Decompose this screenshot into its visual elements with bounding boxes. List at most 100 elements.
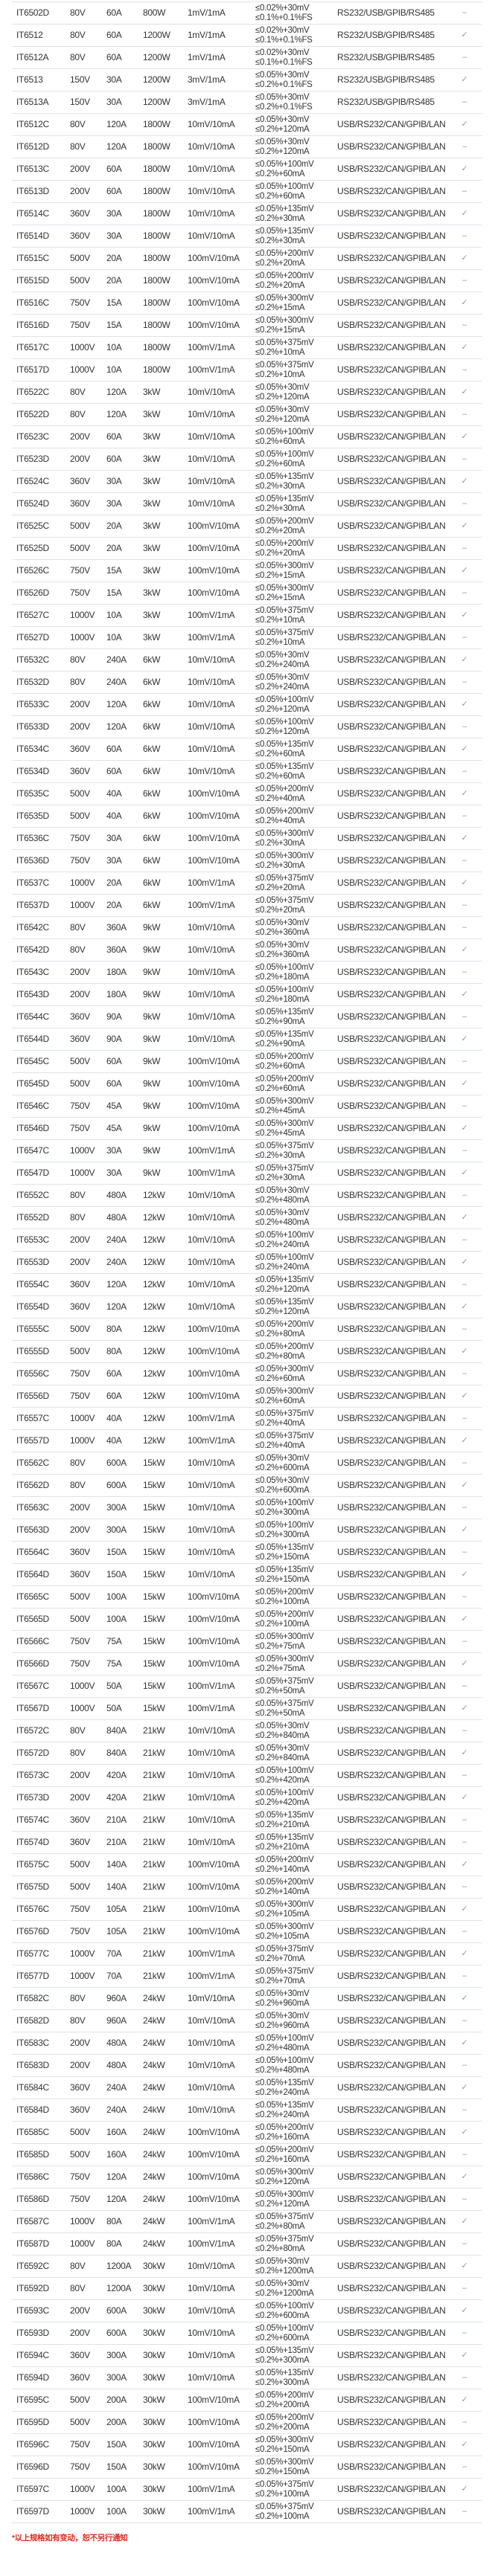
current-accuracy: ≤0.2%+840mA: [255, 1754, 310, 1762]
current-cell: 60A: [106, 1368, 122, 1379]
voltage-accuracy: ≤0.05%+375mV: [255, 1677, 314, 1686]
model-cell: IT6553C: [16, 1234, 49, 1245]
voltage-accuracy: ≤0.05%+30mV: [255, 1476, 310, 1485]
check-icon: ✓: [461, 521, 468, 530]
dash-icon: –: [462, 2373, 467, 2382]
voltage-accuracy: ≤0.05%+200mV: [255, 2145, 314, 2154]
current-cell: 90A: [106, 1011, 122, 1022]
model-cell: IT6552D: [16, 1212, 49, 1223]
power-cell: 9kW: [143, 1034, 161, 1044]
voltage-cell: 360V: [70, 1815, 90, 1825]
voltage-accuracy: ≤0.05%+135mV: [255, 205, 314, 213]
current-cell: 150A: [106, 2439, 127, 2450]
table-row: IT6593D 200V 600A 30kW 10mV/10mA ≤0.05%+100mV…: [12, 2322, 482, 2345]
power-cell: 6kW: [143, 654, 161, 665]
interface-cell: USB/RS232/CAN/GPIB/LAN: [337, 1011, 446, 1022]
accuracy-cell: ≤0.05%+100mV ≤0.2%+120mA: [255, 694, 314, 717]
current-accuracy: ≤0.2%+1200mA: [255, 2267, 314, 2276]
current-cell: 150A: [106, 1547, 127, 1557]
current-cell: 60A: [106, 164, 122, 174]
interface-cell: USB/RS232/CAN/GPIB/LAN: [337, 141, 446, 152]
interface-cell: USB/RS232/CAN/GPIB/LAN: [337, 1368, 446, 1379]
model-cell: IT6596D: [16, 2461, 49, 2472]
dash-icon: –: [462, 1235, 467, 1244]
current-cell: 60A: [106, 454, 122, 464]
current-accuracy: ≤0.2%+45mA: [255, 1107, 305, 1115]
voltage-cell: 750V: [70, 320, 90, 330]
interface-cell: USB/RS232/CAN/GPIB/LAN: [337, 1658, 446, 1669]
model-cell: IT6547C: [16, 1145, 49, 1156]
accuracy-cell: ≤0.05%+300mV ≤0.2%+45mA: [255, 1095, 314, 1118]
resolution-cell: 1mV/1mA: [188, 7, 226, 18]
resolution-cell: 100mV/1mA: [188, 2216, 235, 2226]
model-cell: IT6527D: [16, 632, 49, 643]
power-cell: 3kW: [143, 565, 161, 576]
voltage-accuracy: ≤0.05%+375mV: [255, 1164, 314, 1173]
voltage-cell: 360V: [70, 1569, 90, 1580]
current-cell: 15A: [106, 320, 122, 330]
voltage-cell: 360V: [70, 1547, 90, 1557]
accuracy-cell: ≤0.05%+135mV ≤0.2%+30mA: [255, 203, 314, 226]
current-accuracy: ≤0.2%+80mA: [255, 2244, 305, 2253]
dash-icon: –: [462, 544, 467, 553]
resolution-cell: 10mV/10mA: [188, 208, 235, 219]
model-cell: IT6535C: [16, 788, 49, 799]
check-icon: ✓: [461, 1793, 468, 1802]
model-cell: IT6575D: [16, 1881, 49, 1892]
current-accuracy: ≤0.2%+300mA: [255, 1530, 310, 1539]
accuracy-cell: ≤0.05%+300mV ≤0.2%+75mA: [255, 1653, 314, 1676]
power-cell: 1800W: [143, 141, 170, 152]
current-cell: 70A: [106, 1948, 122, 1959]
current-accuracy: ≤0.2%+120mA: [255, 2177, 310, 2186]
voltage-accuracy: ≤0.05%+100mV: [255, 2034, 314, 2043]
resolution-cell: 10mV/10mA: [188, 1234, 235, 1245]
voltage-cell: 360V: [70, 1301, 90, 1312]
voltage-accuracy: ≤0.05%+200mV: [255, 1320, 314, 1329]
accuracy-cell: ≤0.05%+30mV ≤0.2%+240mA: [255, 672, 310, 695]
resolution-cell: 10mV/10mA: [188, 967, 235, 977]
model-cell: IT6524C: [16, 476, 49, 486]
current-accuracy: ≤0.2%+15mA: [255, 593, 305, 602]
current-accuracy: ≤0.2%+60mA: [255, 1084, 305, 1093]
table-row: IT6533D 200V 120A 6kW 10mV/10mA ≤0.05%+100mV ≤…: [12, 716, 482, 738]
voltage-accuracy: ≤0.05%+300mV: [255, 294, 314, 303]
accuracy-cell: ≤0.02%+30mV ≤0.1%+0.1%FS: [255, 25, 313, 48]
accuracy-cell: ≤0.05%+30mV ≤0.2%+120mA: [255, 404, 310, 427]
interface-cell: USB/RS232/CAN/GPIB/LAN: [337, 2015, 446, 2026]
power-cell: 30kW: [143, 2328, 165, 2338]
dash-icon: –: [462, 1012, 467, 1021]
resolution-cell: 100mV/10mA: [188, 565, 240, 576]
voltage-accuracy: ≤0.05%+200mV: [255, 1878, 314, 1887]
voltage-accuracy: ≤0.05%+200mV: [255, 1342, 314, 1351]
power-cell: 6kW: [143, 833, 161, 843]
model-cell: IT6514C: [16, 208, 49, 219]
interface-cell: USB/RS232/CAN/GPIB/LAN: [337, 1034, 446, 1044]
power-cell: 15kW: [143, 1614, 165, 1624]
power-cell: 6kW: [143, 855, 161, 866]
current-accuracy: ≤0.2%+0.1%FS: [255, 80, 313, 89]
model-cell: IT6545D: [16, 1078, 49, 1089]
current-accuracy: ≤0.2%+600mA: [255, 2334, 310, 2342]
voltage-cell: 80V: [70, 52, 86, 62]
check-icon: ✓: [461, 2217, 468, 2226]
current-cell: 100A: [106, 1591, 127, 1602]
voltage-accuracy: ≤0.05%+300mV: [255, 1655, 314, 1664]
model-cell: IT6585C: [16, 2127, 49, 2137]
current-cell: 60A: [106, 1056, 122, 1066]
table-row: IT6543C 200V 180A 9kW 10mV/10mA ≤0.05%+100mV ≤…: [12, 962, 482, 984]
voltage-cell: 500V: [70, 788, 90, 799]
current-cell: 840A: [106, 1748, 127, 1758]
interface-cell: USB/RS232/CAN/GPIB/LAN: [337, 164, 446, 174]
voltage-accuracy: ≤0.05%+30mV: [255, 1208, 310, 1217]
current-accuracy: ≤0.2%+420mA: [255, 1798, 310, 1807]
model-cell: IT6575C: [16, 1859, 49, 1870]
power-cell: 30kW: [143, 2417, 165, 2427]
current-cell: 80A: [106, 2238, 122, 2249]
model-cell: IT6586D: [16, 2194, 49, 2204]
accuracy-cell: ≤0.05%+200mV ≤0.2%+20mA: [255, 270, 314, 293]
resolution-cell: 10mV/10mA: [188, 1792, 235, 1803]
check-icon: ✓: [461, 298, 468, 307]
accuracy-cell: ≤0.05%+300mV ≤0.2%+15mA: [255, 292, 314, 315]
resolution-cell: 10mV/10mA: [188, 1748, 235, 1758]
interface-cell: USB/RS232/CAN/GPIB/LAN: [337, 1837, 446, 1847]
